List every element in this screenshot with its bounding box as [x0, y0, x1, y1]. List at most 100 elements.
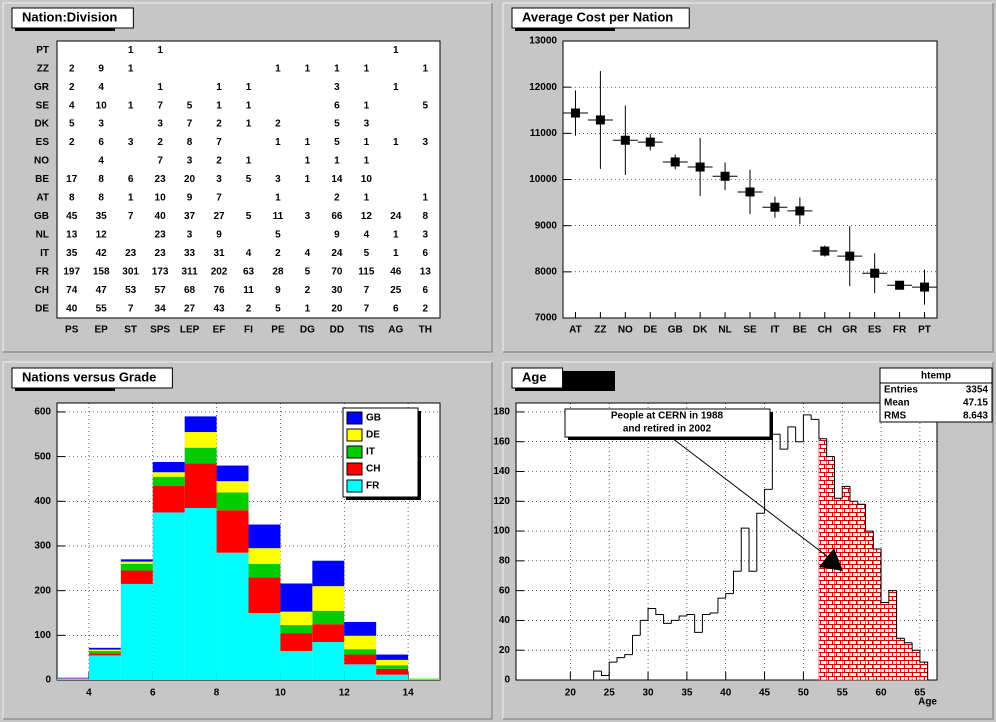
x-category-label: DK — [693, 325, 708, 336]
cell-value: 37 — [184, 211, 196, 222]
marker — [670, 157, 680, 167]
marker — [795, 206, 805, 216]
histogram-step — [896, 590, 905, 639]
cell-value: 7 — [157, 100, 163, 111]
histogram-step — [732, 570, 742, 594]
marker — [695, 162, 705, 172]
histogram-step — [802, 414, 812, 442]
x-category-label: EP — [95, 325, 109, 336]
histogram-bar — [376, 665, 409, 669]
y-category-label: ZZ — [37, 63, 49, 74]
cell-value: 25 — [390, 285, 402, 296]
histogram-bar — [888, 590, 897, 681]
histogram-bar — [216, 481, 249, 493]
plot-frame — [56, 40, 441, 319]
arrow-head — [819, 548, 843, 571]
x-category-label: FI — [244, 325, 253, 336]
histogram-bar — [248, 612, 281, 680]
x-category-label: ES — [868, 325, 882, 336]
cell-value: 158 — [93, 266, 110, 277]
histogram-bar — [120, 559, 153, 562]
cell-value: 2 — [275, 248, 281, 259]
histogram-step — [647, 608, 656, 621]
legend-swatch — [346, 428, 363, 442]
histogram-step — [857, 501, 866, 505]
y-tick-label: 0 — [45, 675, 51, 686]
y-tick-label: 80 — [499, 556, 511, 567]
cell-value: 7 — [216, 193, 222, 204]
cell-value: 63 — [243, 266, 255, 277]
cell-value: 4 — [305, 248, 311, 259]
histogram-step — [709, 612, 718, 615]
marker — [920, 282, 930, 292]
y-tick-label: 600 — [34, 407, 51, 418]
legend-swatch — [346, 411, 363, 425]
cell-value: 3 — [364, 119, 370, 130]
histogram-step — [655, 608, 664, 615]
cell-value: 42 — [96, 248, 108, 259]
y-tick-label: 120 — [493, 496, 510, 507]
cell-value: 202 — [211, 266, 228, 277]
y-category-label: SE — [36, 100, 50, 111]
cell-value: 1 — [246, 100, 252, 111]
cell-value: 1 — [275, 193, 281, 204]
cell-value: 1 — [364, 100, 370, 111]
cell-value: 76 — [213, 285, 225, 296]
cell-value: 1 — [128, 193, 134, 204]
histogram-step — [810, 414, 819, 420]
y-category-label: BE — [35, 174, 49, 185]
x-category-label: IT — [770, 325, 779, 336]
cell-value: 9 — [334, 230, 340, 241]
cell-value: 9 — [275, 285, 281, 296]
x-category-label: PE — [271, 325, 285, 336]
cell-value: 20 — [331, 303, 343, 314]
marker — [820, 246, 830, 256]
cell-value: 2 — [157, 137, 163, 148]
histogram-step — [600, 671, 610, 677]
histogram-step — [740, 527, 750, 572]
chart-title: Age — [522, 369, 547, 384]
cell-value: 3 — [187, 156, 193, 167]
x-category-label: GR — [842, 325, 858, 336]
cell-value: 7 — [157, 156, 163, 167]
stats-value: 47.15 — [963, 398, 988, 409]
cell-value: 6 — [422, 285, 428, 296]
histogram-bar — [88, 653, 121, 656]
cell-value: 1 — [305, 63, 311, 74]
histogram-step — [764, 488, 773, 514]
marker — [745, 187, 755, 197]
histogram-step — [694, 614, 703, 633]
x-category-label: BE — [793, 325, 807, 336]
x-category-label: DE — [643, 325, 657, 336]
histogram-bar — [216, 465, 249, 482]
cell-value: 5 — [334, 137, 340, 148]
cell-value: 20 — [184, 174, 196, 185]
x-category-label: NL — [718, 325, 731, 336]
cell-value: 2 — [69, 137, 75, 148]
cell-value: 55 — [96, 303, 108, 314]
histogram-bar — [184, 463, 217, 508]
cell-value: 311 — [182, 266, 199, 277]
cell-value: 1 — [246, 119, 252, 130]
stats-label: RMS — [884, 411, 907, 422]
cell-value: 43 — [213, 303, 225, 314]
x-category-label: PS — [65, 325, 79, 336]
y-tick-label: 200 — [34, 585, 51, 596]
histogram-step — [701, 613, 711, 633]
histogram-step — [717, 597, 726, 613]
histogram-bar — [312, 642, 345, 680]
x-category-label: CH — [818, 325, 832, 336]
cell-value: 3 — [422, 137, 428, 148]
legend-swatch — [346, 445, 363, 459]
histogram-step — [795, 426, 804, 443]
cell-value: 35 — [96, 211, 108, 222]
histogram-bar — [312, 624, 345, 643]
cell-value: 5 — [69, 119, 75, 130]
histogram-bar — [152, 476, 185, 486]
y-tick-label: 13000 — [529, 36, 557, 47]
cell-value: 3 — [275, 174, 281, 185]
histogram-step — [826, 438, 835, 458]
histogram-bar — [841, 486, 851, 681]
histogram-bar — [376, 668, 409, 675]
cell-value: 74 — [66, 285, 78, 296]
